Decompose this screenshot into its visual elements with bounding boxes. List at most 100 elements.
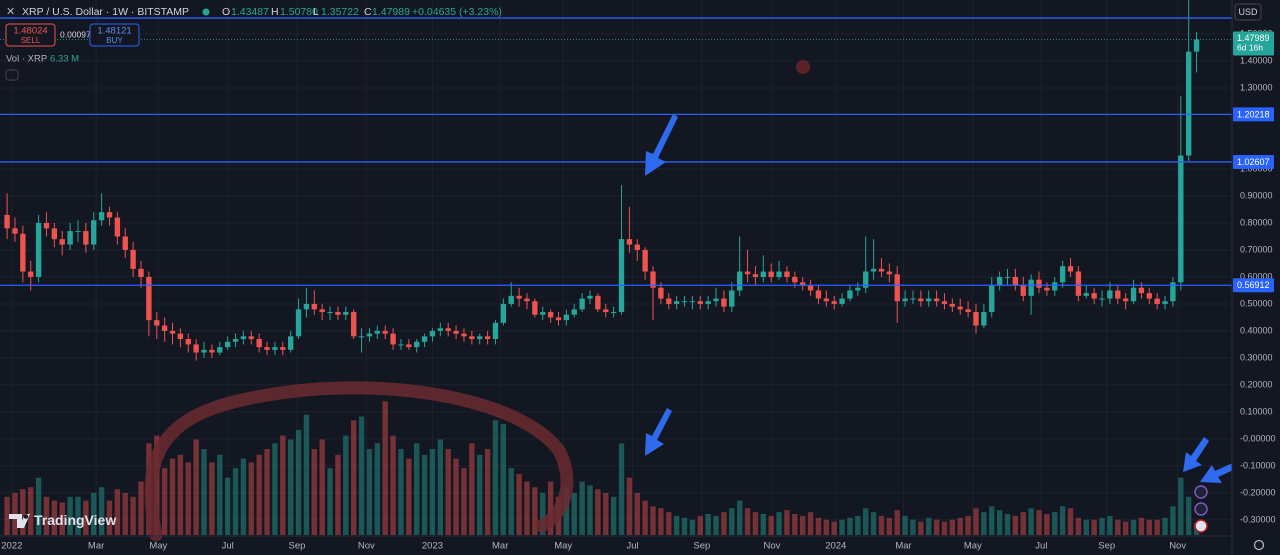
volume-bar [429, 449, 436, 535]
y-tick-label: 0.10000 [1240, 406, 1273, 416]
volume-bar [43, 496, 50, 535]
candle-body [1067, 266, 1074, 272]
volume-bar [327, 468, 333, 535]
volume-bar [989, 506, 995, 535]
icon[interactable] [1194, 502, 1208, 516]
volume-bar [784, 510, 790, 535]
candle-body [1004, 276, 1011, 278]
close-icon[interactable]: ✕ [6, 6, 15, 18]
volume-bar [1036, 510, 1042, 535]
icon[interactable] [1194, 485, 1208, 499]
volume-bar [1020, 512, 1026, 535]
candle-body [587, 295, 593, 299]
volume-bar [973, 508, 979, 535]
candle-body [673, 301, 680, 304]
x-tick-label: Nov [764, 541, 781, 552]
volume-bar [209, 462, 215, 535]
candle-body [91, 220, 97, 245]
volume-bar [760, 513, 766, 535]
volume-bar [67, 496, 73, 535]
candle-body [232, 339, 239, 342]
candle-body [4, 214, 10, 229]
volume-bar [477, 454, 483, 535]
y-tick-label: -0.20000 [1240, 487, 1276, 497]
volume-bar [516, 473, 522, 535]
volume-bar [571, 492, 577, 535]
buy-button[interactable] [89, 23, 140, 47]
volume-bar [870, 512, 877, 535]
volume-bar [847, 517, 853, 535]
volume-bar [1170, 506, 1176, 535]
candle-body [532, 301, 538, 315]
volume-bar [500, 424, 507, 535]
x-tick-label: 2024 [825, 541, 846, 552]
candle-body [996, 276, 1003, 286]
last-price-box [1233, 31, 1274, 56]
candle-body [1052, 282, 1058, 291]
candle-body [540, 312, 546, 315]
volume-bar [98, 487, 105, 535]
volume-bar [563, 487, 570, 535]
volume-bar [831, 521, 837, 535]
candle-body [130, 249, 136, 269]
collapse-button[interactable] [5, 69, 19, 81]
candle-body [43, 222, 50, 229]
candle-body [161, 325, 168, 331]
x-tick-label: May [964, 541, 982, 552]
volume-bar [492, 420, 499, 535]
volume-bar [1130, 519, 1137, 535]
candle-body [650, 271, 656, 288]
volume-bar [1059, 506, 1066, 535]
volume-bar [697, 515, 703, 535]
candle-body [453, 330, 459, 334]
candle-body [1170, 282, 1176, 302]
candle-body [792, 276, 798, 283]
volume-bar [193, 439, 199, 535]
candle-body [303, 303, 310, 310]
candle-body [524, 298, 530, 302]
candle-body [343, 312, 349, 315]
candle-body [744, 271, 751, 275]
icon[interactable] [1194, 519, 1208, 533]
candle-body [83, 231, 89, 245]
candle-body [114, 217, 121, 237]
volume-bar [902, 515, 908, 535]
candle-body [831, 301, 837, 304]
candle-body [256, 339, 262, 348]
candle-body [910, 298, 916, 300]
countdown: 6d 16h [1237, 43, 1263, 53]
candle-body [839, 298, 845, 304]
volume-bar [1162, 517, 1168, 535]
candle-body [547, 312, 554, 318]
candle-body [847, 290, 853, 299]
candle-body [634, 244, 640, 250]
brand: TradingView [34, 512, 116, 528]
settings-icon[interactable] [1253, 539, 1265, 551]
candle-body [603, 309, 609, 313]
status-dot [202, 8, 210, 16]
annotation-ellipse [144, 381, 574, 542]
volume-bar [169, 458, 176, 535]
symbol: XRP / U.S. Dollar · 1W · BITSTAMP [22, 6, 189, 18]
candle-body [358, 336, 365, 338]
volume-bar [311, 449, 317, 535]
level-label: 0.56912 [1237, 280, 1270, 290]
volume-bar [886, 517, 893, 535]
candle-body [351, 312, 357, 337]
candle-body [437, 328, 444, 331]
volume-bar [106, 500, 113, 535]
candle-body [776, 271, 782, 277]
candle-body [1146, 293, 1152, 299]
arrow [645, 408, 672, 456]
candle-body [398, 344, 404, 346]
candle-body [429, 330, 436, 337]
currency-button[interactable] [1234, 3, 1262, 21]
volume-bar [1122, 521, 1129, 535]
volume-bar [114, 489, 121, 535]
sell-button[interactable] [5, 23, 56, 47]
candle-body [319, 309, 325, 313]
candle-body [1130, 287, 1137, 302]
volume-bar [280, 435, 286, 535]
volume-bar [1083, 519, 1089, 535]
candle-body [169, 330, 176, 334]
